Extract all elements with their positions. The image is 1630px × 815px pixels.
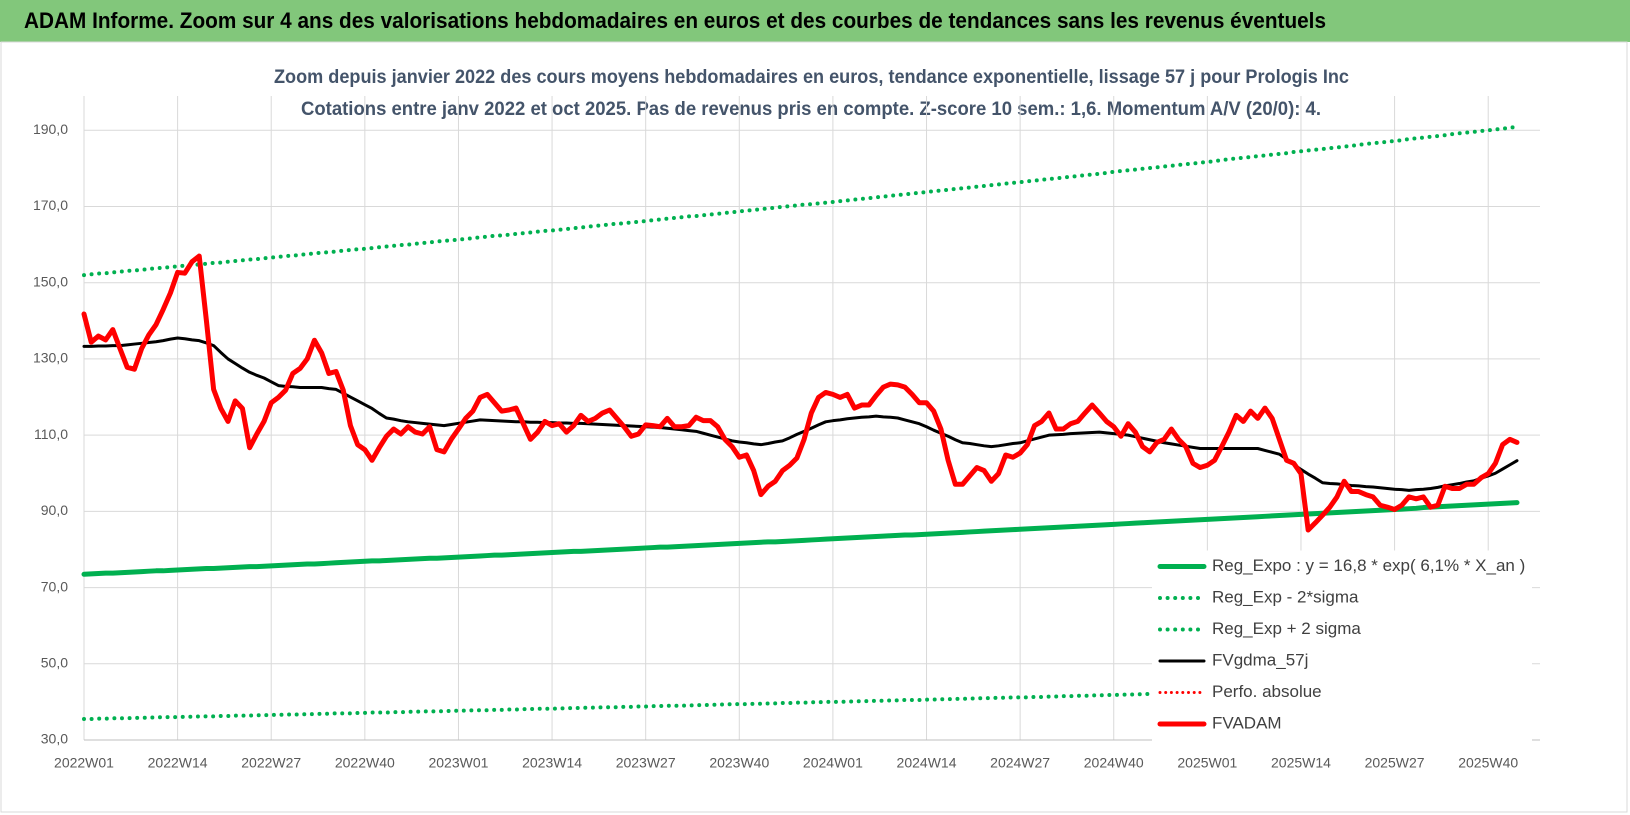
y-tick-label: 190,0 — [33, 121, 68, 137]
y-tick-label: 90,0 — [41, 502, 68, 518]
legend-label: FVgdma_57j — [1212, 650, 1308, 669]
header-bar — [0, 0, 1630, 42]
legend-label: Reg_Exp - 2*sigma — [1212, 587, 1359, 606]
x-tick-label: 2024W40 — [1084, 755, 1144, 771]
x-tick-label: 2023W27 — [616, 755, 676, 771]
x-tick-label: 2023W40 — [709, 755, 769, 771]
header-title: ADAM Informe. Zoom sur 4 ans des valoris… — [24, 8, 1326, 33]
x-tick-label: 2022W14 — [148, 755, 208, 771]
x-tick-label: 2022W40 — [335, 755, 395, 771]
y-tick-label: 70,0 — [41, 578, 68, 594]
x-tick-label: 2024W14 — [897, 755, 957, 771]
series-line — [82, 336, 1519, 492]
series-line — [81, 253, 1520, 533]
y-tick-label: 110,0 — [34, 426, 68, 442]
x-tick-label: 2023W01 — [428, 755, 488, 771]
y-tick-label: 50,0 — [41, 654, 68, 670]
chart-title: Zoom depuis janvier 2022 des cours moyen… — [274, 67, 1349, 88]
x-tick-label: 2024W01 — [803, 755, 863, 771]
y-tick-label: 30,0 — [41, 731, 68, 747]
x-tick-label: 2025W14 — [1271, 755, 1331, 771]
y-tick-label: 150,0 — [33, 273, 68, 289]
x-tick-label: 2025W01 — [1177, 755, 1237, 771]
legend-box — [1152, 550, 1532, 744]
x-tick-label: 2022W01 — [54, 755, 114, 771]
x-tick-label: 2023W14 — [522, 755, 582, 771]
legend-label: Reg_Expo : y = 16,8 * exp( 6,1% * X_an ) — [1212, 556, 1525, 575]
series-line — [82, 124, 1519, 278]
legend-label: Reg_Exp + 2 sigma — [1212, 619, 1361, 638]
y-tick-label: 130,0 — [33, 350, 68, 366]
x-tick-label: 2025W27 — [1365, 755, 1425, 771]
legend-label: Perfo. absolue — [1212, 682, 1322, 701]
series-line — [81, 500, 1520, 577]
legend-label: FVADAM — [1212, 713, 1282, 732]
x-tick-label: 2025W40 — [1458, 755, 1518, 771]
y-tick-label: 170,0 — [33, 197, 68, 213]
chart-subtitle: Cotations entre janv 2022 et oct 2025. P… — [301, 99, 1321, 120]
x-tick-label: 2024W27 — [990, 755, 1050, 771]
x-tick-label: 2022W27 — [241, 755, 301, 771]
